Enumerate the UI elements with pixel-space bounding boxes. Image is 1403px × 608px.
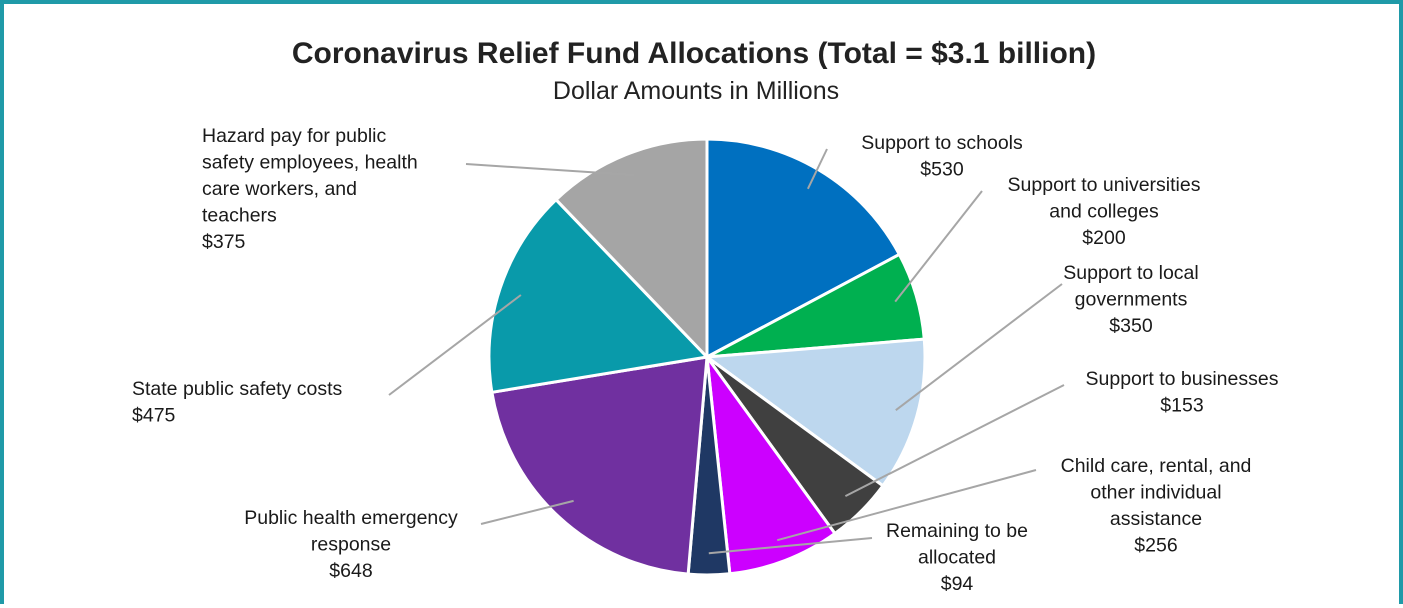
leader-line-support-to-businesses xyxy=(844,384,1065,497)
slice-label-line: response xyxy=(311,534,391,556)
slice-label-line: Support to universities xyxy=(1008,174,1201,196)
slice-label-child-care-rental-and-other-individual-assistance: Child care, rental, and other individual a… xyxy=(1061,455,1252,557)
slice-label-line: Child care, rental, and xyxy=(1061,455,1252,477)
slice-label-support-to-schools: Support to schools $530 xyxy=(861,132,1023,181)
slice-label-line: care workers, and xyxy=(202,178,357,200)
pie-slice-support-to-local-governments xyxy=(705,337,927,488)
chart-title: Coronavirus Relief Fund Allocations (Tot… xyxy=(292,37,1096,70)
slice-label-support-to-local-governments: Support to local governments $350 xyxy=(1063,262,1199,337)
leader-line-public-health-emergency-response xyxy=(480,499,574,525)
slice-label-line: allocated xyxy=(918,547,996,569)
slice-label-line: safety employees, health xyxy=(202,152,418,174)
slice-value-support-to-businesses: $153 xyxy=(1160,395,1203,417)
slice-label-line: teachers xyxy=(202,205,277,227)
slice-label-line: Support to businesses xyxy=(1086,368,1279,390)
slice-value-remaining-to-be-allocated: $94 xyxy=(941,573,974,595)
slice-label-hazard-pay-for-public-safety-employees-health-care-workers-and-teachers: Hazard pay for public safety employees, h… xyxy=(202,125,418,253)
slice-labels: Support to schools $530 Support to univers… xyxy=(132,125,1279,595)
pie-slice-public-health-emergency-response xyxy=(490,355,709,576)
pie-slice-state-public-safety-costs xyxy=(487,198,709,394)
pie-chart: Coronavirus Relief Fund Allocations (Tot… xyxy=(132,37,1279,595)
pie-slice-hazard-pay-for-public-safety-employees-health-care-workers-and-teachers xyxy=(554,137,709,359)
leader-line-support-to-local-governments xyxy=(895,283,1063,411)
pie-slice-support-to-schools xyxy=(705,137,901,359)
slice-label-public-health-emergency-response: Public health emergency response $648 xyxy=(244,507,458,582)
slice-label-line: Support to schools xyxy=(861,132,1023,154)
slice-label-line: assistance xyxy=(1110,508,1202,530)
slice-value-support-to-universities-and-colleges: $200 xyxy=(1082,227,1126,249)
pie-slices xyxy=(487,137,927,577)
slice-label-remaining-to-be-allocated: Remaining to be allocated $94 xyxy=(886,520,1028,595)
leader-lines xyxy=(388,148,1065,555)
pie-slice-child-care-rental-and-other-individual-assistance xyxy=(705,355,837,576)
slice-label-line: Remaining to be xyxy=(886,520,1028,542)
slice-value-child-care-rental-and-other-individual-assistance: $256 xyxy=(1134,535,1177,557)
slice-label-state-public-safety-costs: State public safety costs $475 xyxy=(132,378,343,427)
chart-subtitle: Dollar Amounts in Millions xyxy=(553,77,839,105)
slice-value-hazard-pay-for-public-safety-employees-health-care-workers-and-teachers: $375 xyxy=(202,231,246,253)
leader-line-child-care-rental-and-other-individual-assistance xyxy=(776,469,1037,542)
slice-value-support-to-schools: $530 xyxy=(920,159,964,181)
slice-label-line: governments xyxy=(1075,289,1188,311)
slice-label-line: State public safety costs xyxy=(132,378,343,400)
slice-label-line: other individual xyxy=(1090,482,1221,504)
leader-line-support-to-universities-and-colleges xyxy=(894,190,983,303)
slice-value-support-to-local-governments: $350 xyxy=(1109,315,1153,337)
leader-line-support-to-schools xyxy=(806,148,828,190)
slice-label-line: and colleges xyxy=(1049,201,1159,223)
slice-label-line: Hazard pay for public xyxy=(202,125,387,147)
slice-label-support-to-businesses: Support to businesses $153 xyxy=(1086,368,1279,417)
slice-value-public-health-emergency-response: $648 xyxy=(329,560,372,582)
leader-line-hazard-pay-for-public-safety-employees-health-care-workers-and-teachers xyxy=(465,163,634,176)
slice-value-state-public-safety-costs: $475 xyxy=(132,405,176,427)
leader-line-remaining-to-be-allocated xyxy=(708,537,873,555)
slice-label-line: Support to local xyxy=(1063,262,1199,284)
slice-label-line: Public health emergency xyxy=(244,507,458,529)
leader-line-state-public-safety-costs xyxy=(388,294,522,396)
slice-label-support-to-universities-and-colleges: Support to universities and colleges $200 xyxy=(1008,174,1201,249)
